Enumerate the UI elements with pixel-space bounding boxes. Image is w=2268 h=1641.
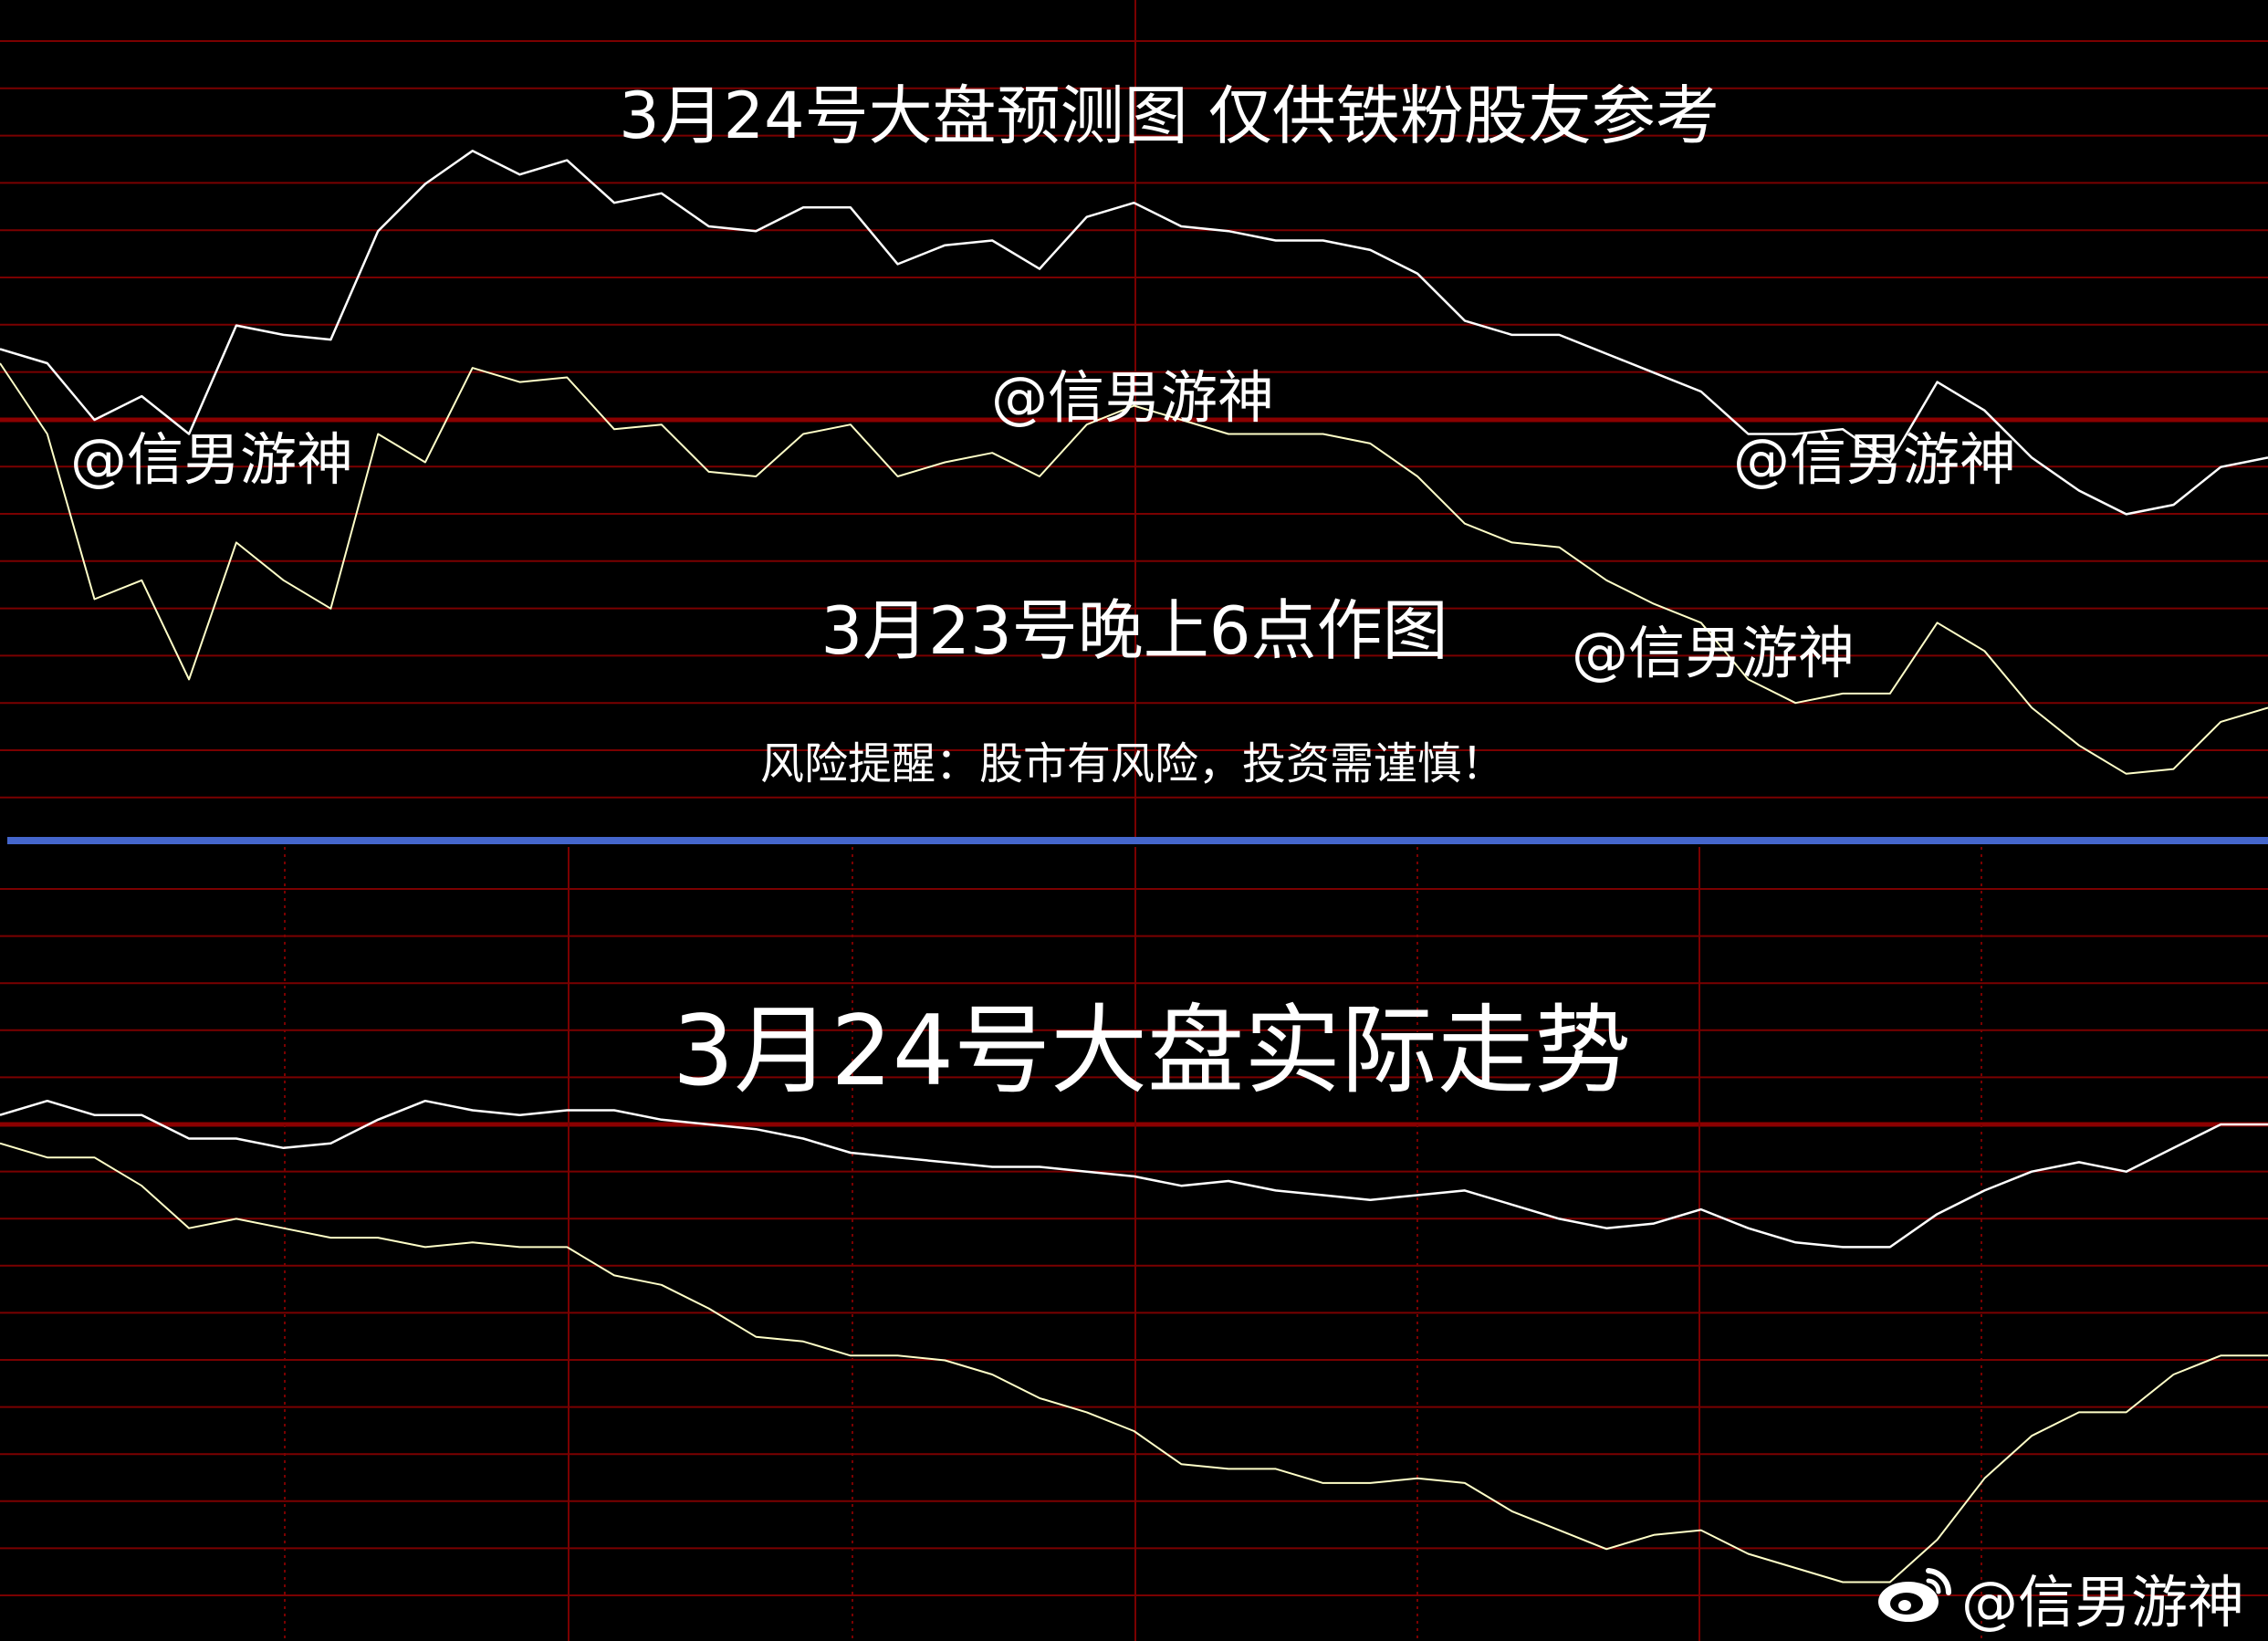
top-title: 3月24号大盘预测图 仅供铁粉股友参考 (619, 78, 1719, 153)
actual-price-line (0, 1099, 2268, 1249)
watermark: @信男游神 (1732, 426, 2017, 493)
watermark: @信男游神 (69, 426, 354, 493)
predicted-price-line (0, 150, 2268, 516)
actual-average-line (0, 1142, 2268, 1584)
weibo-watermark: @信男游神 (1876, 1556, 2244, 1638)
weibo-handle: @信男游神 (1961, 1569, 2245, 1636)
predicted-average-line (0, 362, 2268, 775)
weibo-icon (1876, 1565, 1954, 1629)
risk-notice: 风险提醒：股市有风险，投资需谨慎！ (759, 738, 1506, 789)
watermark: @信男游神 (990, 364, 1275, 431)
watermark: @信男游神 (1571, 620, 1855, 686)
bottom-title: 3月24号大盘实际走势 (672, 995, 1632, 1107)
made-time-note: 3月23号晚上6点作图 (820, 592, 1448, 669)
